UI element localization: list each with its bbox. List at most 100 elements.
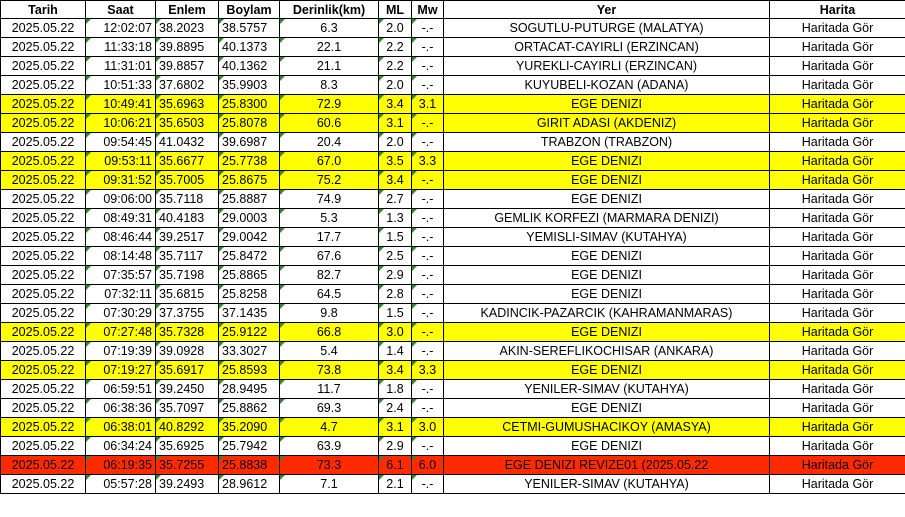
cell-longitude: 40.1362 <box>218 56 280 76</box>
map-link[interactable]: Haritada Gör <box>769 208 905 228</box>
cell-latitude: 35.7005 <box>155 170 219 190</box>
map-link[interactable]: Haritada Gör <box>769 189 905 209</box>
map-link[interactable]: Haritada Gör <box>769 265 905 285</box>
map-link[interactable]: Haritada Gör <box>769 360 905 380</box>
table-row: 2025.05.22 07:19:27 35.6917 25.8593 73.8 3.4 3… <box>0 360 905 380</box>
cell-ml: 6.1 <box>378 455 412 475</box>
cell-latitude: 39.8857 <box>155 56 219 76</box>
map-link[interactable]: Haritada Gör <box>769 436 905 456</box>
map-link[interactable]: Haritada Gör <box>769 284 905 304</box>
table-row: 2025.05.22 08:49:31 40.4183 29.0003 5.3 1.3 -.… <box>0 208 905 228</box>
cell-mw: -.- <box>411 303 444 323</box>
map-link[interactable]: Haritada Gör <box>769 132 905 152</box>
cell-depth: 67.6 <box>279 246 379 266</box>
cell-depth: 69.3 <box>279 398 379 418</box>
map-link[interactable]: Haritada Gör <box>769 113 905 133</box>
cell-date: 2025.05.22 <box>0 132 86 152</box>
cell-mw: 3.3 <box>411 360 444 380</box>
map-link[interactable]: Haritada Gör <box>769 227 905 247</box>
column-header-ml: ML <box>378 0 412 19</box>
cell-longitude: 40.1373 <box>218 37 280 57</box>
cell-latitude: 40.8292 <box>155 417 219 437</box>
cell-time: 10:51:33 <box>85 75 156 95</box>
cell-mw: -.- <box>411 56 444 76</box>
cell-longitude: 33.3027 <box>218 341 280 361</box>
cell-longitude: 29.0042 <box>218 227 280 247</box>
cell-date: 2025.05.22 <box>0 455 86 475</box>
cell-mw: -.- <box>411 75 444 95</box>
map-link[interactable]: Haritada Gör <box>769 75 905 95</box>
map-link[interactable]: Haritada Gör <box>769 246 905 266</box>
cell-mw: -.- <box>411 474 444 494</box>
cell-time: 07:19:27 <box>85 360 156 380</box>
cell-ml: 1.5 <box>378 227 412 247</box>
cell-location: EGE DENIZI <box>443 322 770 342</box>
cell-time: 08:14:48 <box>85 246 156 266</box>
table-row: 2025.05.22 07:35:57 35.7198 25.8865 82.7 2.9-… <box>0 265 905 285</box>
cell-latitude: 39.2517 <box>155 227 219 247</box>
map-link[interactable]: Haritada Gör <box>769 170 905 190</box>
map-link[interactable]: Haritada Gör <box>769 37 905 57</box>
cell-ml: 1.3 <box>378 208 412 228</box>
map-link[interactable]: Haritada Gör <box>769 56 905 76</box>
cell-date: 2025.05.22 <box>0 18 86 38</box>
cell-depth: 60.6 <box>279 113 379 133</box>
cell-ml: 2.9 <box>378 265 412 285</box>
map-link[interactable]: Haritada Gör <box>769 417 905 437</box>
map-link[interactable]: Haritada Gör <box>769 94 905 114</box>
cell-location: EGE DENIZI <box>443 170 770 190</box>
cell-ml: 2.8 <box>378 284 412 304</box>
cell-date: 2025.05.22 <box>0 265 86 285</box>
map-link[interactable]: Haritada Gör <box>769 303 905 323</box>
map-link[interactable]: Haritada Gör <box>769 151 905 171</box>
cell-time: 07:30:29 <box>85 303 156 323</box>
cell-mw: -.- <box>411 18 444 38</box>
cell-depth: 82.7 <box>279 265 379 285</box>
cell-longitude: 28.9495 <box>218 379 280 399</box>
cell-depth: 67.0 <box>279 151 379 171</box>
cell-time: 07:35:57 <box>85 265 156 285</box>
cell-location: EGE DENIZI <box>443 246 770 266</box>
cell-mw: -.- <box>411 37 444 57</box>
cell-time: 11:33:18 <box>85 37 156 57</box>
cell-depth: 4.7 <box>279 417 379 437</box>
cell-time: 12:02:07 <box>85 18 156 38</box>
cell-mw: -.- <box>411 341 444 361</box>
cell-date: 2025.05.22 <box>0 341 86 361</box>
cell-latitude: 38.2023 <box>155 18 219 38</box>
map-link[interactable]: Haritada Gör <box>769 474 905 494</box>
cell-depth: 20.4 <box>279 132 379 152</box>
cell-latitude: 35.7118 <box>155 189 219 209</box>
table-row: 2025.05.22 11:31:01 39.8857 40.1362 21.1 2.2-… <box>0 56 905 76</box>
cell-mw: 3.1 <box>411 94 444 114</box>
table-row: 2025.05.22 06:19:35 35.7255 25.8838 73.3 6.1 6… <box>0 455 905 475</box>
cell-mw: -.- <box>411 208 444 228</box>
cell-longitude: 25.7942 <box>218 436 280 456</box>
cell-date: 2025.05.22 <box>0 284 86 304</box>
cell-location: GEMLIK KORFEZI (MARMARA DENIZI) <box>443 208 770 228</box>
table-row: 2025.05.22 06:59:51 39.2450 28.9495 11.7 1.8-… <box>0 379 905 399</box>
cell-location: SOGUTLU-PUTURGE (MALATYA) <box>443 18 770 38</box>
cell-location: CETMI-GUMUSHACIKOY (AMASYA) <box>443 417 770 437</box>
cell-depth: 64.5 <box>279 284 379 304</box>
cell-ml: 2.5 <box>378 246 412 266</box>
cell-date: 2025.05.22 <box>0 75 86 95</box>
cell-time: 06:38:01 <box>85 417 156 437</box>
map-link[interactable]: Haritada Gör <box>769 398 905 418</box>
cell-time: 07:27:48 <box>85 322 156 342</box>
cell-date: 2025.05.22 <box>0 303 86 323</box>
map-link[interactable]: Haritada Gör <box>769 322 905 342</box>
table-row: 2025.05.22 09:53:11 35.6677 25.7738 67.0 3.5 3… <box>0 151 905 171</box>
table-row: 2025.05.22 09:31:52 35.7005 25.8675 75.2 3.4-… <box>0 170 905 190</box>
cell-latitude: 37.6802 <box>155 75 219 95</box>
map-link[interactable]: Haritada Gör <box>769 341 905 361</box>
map-link[interactable]: Haritada Gör <box>769 18 905 38</box>
cell-mw: 6.0 <box>411 455 444 475</box>
table-row: 2025.05.22 09:06:00 35.7118 25.8887 74.9 2.7-… <box>0 189 905 209</box>
cell-longitude: 35.9903 <box>218 75 280 95</box>
cell-longitude: 38.5757 <box>218 18 280 38</box>
table-row: 2025.05.22 07:32:11 35.6815 25.8258 64.5 2.8-… <box>0 284 905 304</box>
map-link[interactable]: Haritada Gör <box>769 379 905 399</box>
map-link[interactable]: Haritada Gör <box>769 455 905 475</box>
cell-longitude: 25.8675 <box>218 170 280 190</box>
